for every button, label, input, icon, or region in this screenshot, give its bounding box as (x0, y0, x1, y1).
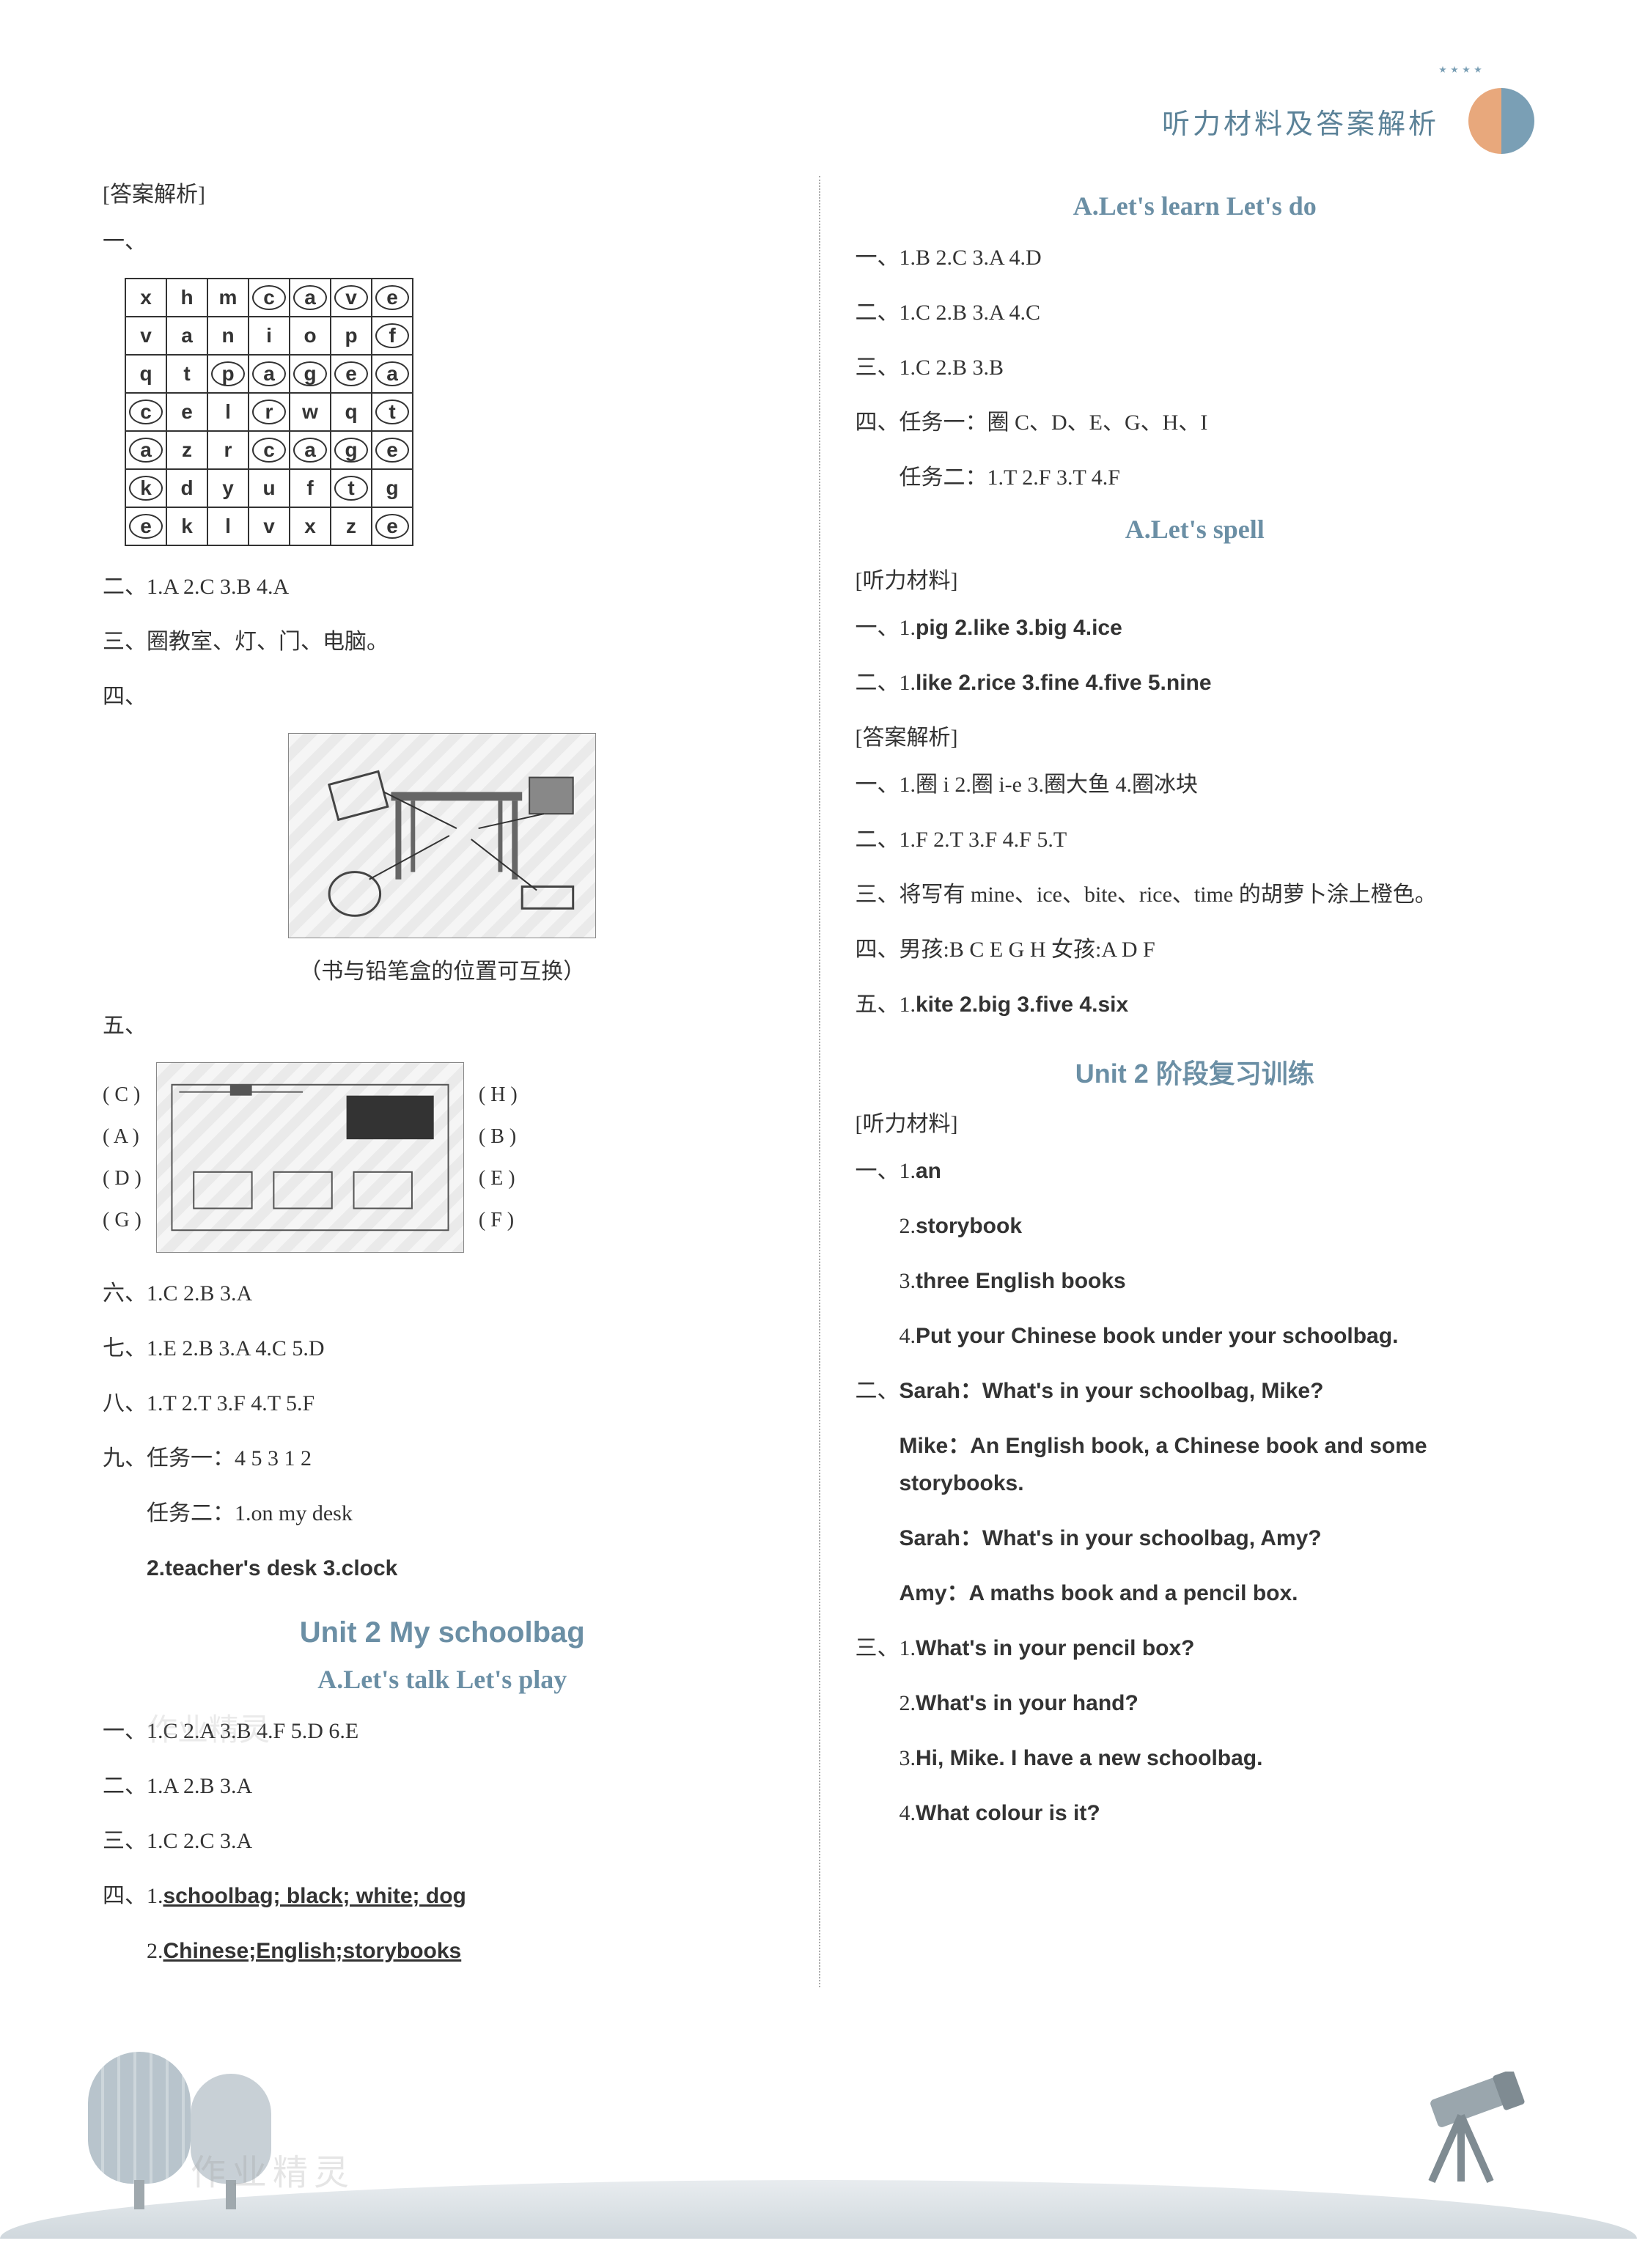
r2-1: 二、Sarah：What's in your schoolbag, Mike? (856, 1372, 1535, 1410)
q6-answer: 六、1.C 2.B 3.A (103, 1275, 782, 1312)
q9-task2-1: 任务二：1.on my desk (103, 1495, 782, 1532)
q9-task1: 九、任务一：4 5 3 1 2 (103, 1440, 782, 1477)
left-column: [答案解析] 一、 xhmcave vaniopf qtpagea celrwq… (103, 176, 804, 1987)
spell-ans-1: 一、1.圈 i 2.圈 i-e 3.圈大鱼 4.圈冰块 (856, 766, 1535, 803)
answer-analysis-label: [答案解析] (103, 176, 782, 208)
a-q4-line1: 四、1.schoolbag; black; white; dog (103, 1877, 782, 1915)
unit2-title: Unit 2 My schoolbag (103, 1616, 782, 1649)
r1-4: 4.Put your Chinese book under your schoo… (856, 1317, 1535, 1355)
spell-ans-3: 三、将写有 mine、ice、bite、rice、time 的胡萝卜涂上橙色。 (856, 876, 1535, 913)
learn-q4-1: 四、任务一：圈 C、D、E、G、H、I (856, 404, 1535, 441)
r2-3: Sarah：What's in your schoolbag, Amy? (856, 1520, 1535, 1557)
r3-2: 2.What's in your hand? (856, 1685, 1535, 1722)
q9-task2-2: 2.teacher's desk 3.clock (103, 1550, 782, 1587)
review-title: Unit 2 阶段复习训练 (856, 1053, 1535, 1091)
right-column: A.Let's learn Let's do 一、1.B 2.C 3.A 4.D… (834, 176, 1535, 1987)
r3-3: 3.Hi, Mike. I have a new schoolbag. (856, 1739, 1535, 1777)
section-a-talk: A.Let's talk Let's play (103, 1664, 782, 1695)
a-q3: 三、1.C 2.C 3.A (103, 1822, 782, 1860)
q5-left-labels: ( C ) ( A ) ( D ) ( G ) (103, 1083, 141, 1232)
watermark-bottom: 作业精灵 (191, 2143, 355, 2195)
q7-answer: 七、1.E 2.B 3.A 4.C 5.D (103, 1330, 782, 1367)
spell-ans-2: 二、1.F 2.T 3.F 4.F 5.T (856, 821, 1535, 858)
q5-label: 五、 (103, 1007, 782, 1045)
question-1-label: 一、 (103, 223, 782, 260)
q5-right-labels: ( H ) ( B ) ( E ) ( F ) (479, 1083, 518, 1232)
q2-answer: 二、1.A 2.C 3.B 4.A (103, 568, 782, 605)
q3-answer: 三、圈教室、灯、门、电脑。 (103, 623, 782, 660)
header-title: 听力材料及答案解析 (1162, 101, 1439, 141)
column-divider (819, 176, 820, 1987)
r1-3: 3.three English books (856, 1262, 1535, 1300)
spell-ans-4: 四、男孩:B C E G H 女孩:A D F (856, 931, 1535, 968)
a-q2: 二、1.A 2.B 3.A (103, 1767, 782, 1805)
r2-2: Mike：An English book, a Chinese book and… (856, 1427, 1535, 1502)
answer-label-2: [答案解析] (856, 719, 1535, 751)
moon-icon (1468, 88, 1534, 154)
word-search-grid: xhmcave vaniopf qtpagea celrwqt azrcage … (125, 278, 413, 546)
r3-4: 4.What colour is it? (856, 1794, 1535, 1832)
learn-q4-2: 任务二：1.T 2.F 3.T 4.F (856, 459, 1535, 496)
r1-2: 2.storybook (856, 1207, 1535, 1245)
learn-q2: 二、1.C 2.B 3.A 4.C (856, 294, 1535, 331)
q4-label: 四、 (103, 678, 782, 715)
desk-diagram (288, 733, 596, 938)
tree-icon (88, 2052, 191, 2209)
classroom-image (156, 1062, 464, 1253)
section-a-spell: A.Let's spell (856, 514, 1535, 545)
learn-q3: 三、1.C 2.B 3.B (856, 349, 1535, 386)
learn-q1: 一、1.B 2.C 3.A 4.D (856, 239, 1535, 276)
footer-decoration: 作业精灵 (0, 2151, 1637, 2239)
listen-label-2: [听力材料] (856, 1105, 1535, 1138)
listen-label-1: [听力材料] (856, 562, 1535, 594)
telescope-icon (1388, 2072, 1534, 2195)
r2-4: Amy：A maths book and a pencil box. (856, 1575, 1535, 1612)
spell-listen-1: 一、1.pig 2.like 3.big 4.ice (856, 609, 1535, 647)
spell-ans-5: 五、1.kite 2.big 3.five 4.six (856, 986, 1535, 1023)
spell-listen-2: 二、1.like 2.rice 3.fine 4.five 5.nine (856, 664, 1535, 702)
header-decoration: 听力材料及答案解析 (1162, 88, 1534, 154)
watermark-top: 作业精灵 (147, 1705, 270, 1750)
q8-answer: 八、1.T 2.T 3.F 4.T 5.F (103, 1385, 782, 1422)
r3-1: 三、1.What's in your pencil box? (856, 1630, 1535, 1667)
a-q4-line2: 2.Chinese;English;storybooks (103, 1932, 782, 1970)
classroom-diagram-block: ( C ) ( A ) ( D ) ( G ) ( H ) (103, 1062, 782, 1253)
q4-caption: （书与铅笔盒的位置可互换） (103, 953, 782, 985)
r1-1: 一、1.an (856, 1152, 1535, 1190)
section-a-learn: A.Let's learn Let's do (856, 191, 1535, 221)
